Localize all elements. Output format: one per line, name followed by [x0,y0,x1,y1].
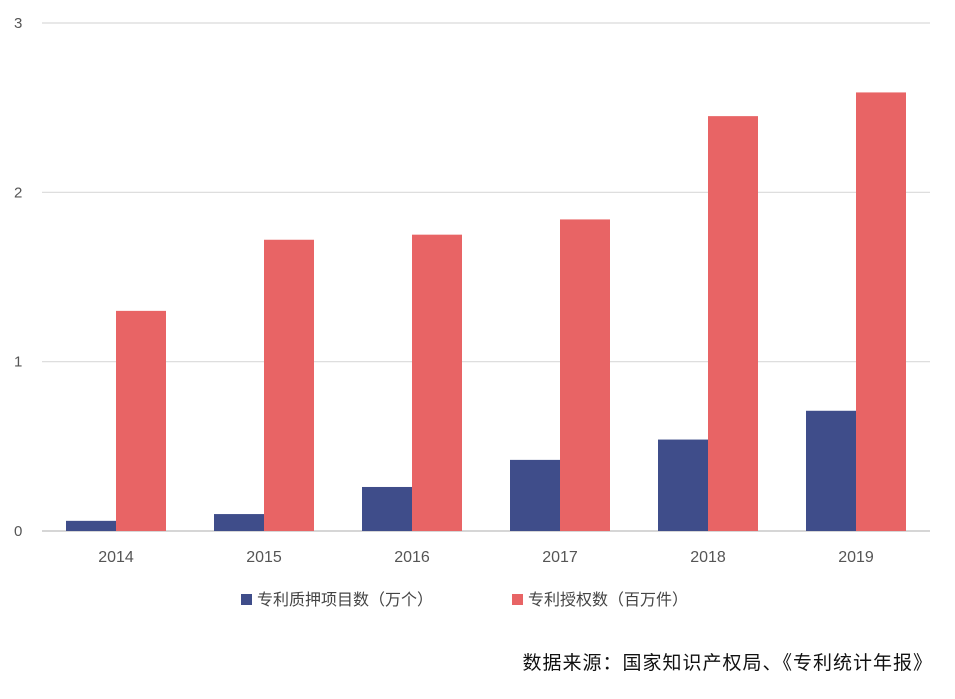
bar [362,486,412,531]
legend-swatch [512,594,523,605]
bar [264,239,314,531]
bar [560,219,610,531]
x-axis-ticks: 2014 2015 2016 2017 2018 2019 [98,549,874,566]
bar [412,234,462,531]
x-tick-label: 2014 [98,549,134,566]
bar [856,92,906,531]
bar-chart: 0 1 2 3 2014 2015 2016 2017 2018 2019 专利质押项目数（万个… [14,15,930,609]
x-tick-label: 2015 [246,549,282,566]
y-axis-ticks: 0 1 2 3 [14,15,22,540]
y-tick-label: 3 [14,15,22,32]
y-tick-label: 1 [14,354,22,371]
x-tick-label: 2016 [394,549,430,566]
bar [806,410,856,531]
y-tick-label: 0 [14,523,22,540]
bar [658,439,708,531]
legend-swatch [241,594,252,605]
legend-label: 专利授权数（百万件） [528,590,688,609]
y-tick-label: 2 [14,184,22,201]
x-tick-label: 2017 [542,549,578,566]
source-note: 数据来源：国家知识产权局、《专利统计年报》 [522,652,933,674]
legend-label: 专利质押项目数（万个） [257,590,433,609]
x-tick-label: 2019 [838,549,874,566]
x-tick-label: 2018 [690,549,726,566]
bar [116,310,166,531]
bar [66,520,116,531]
bar [510,459,560,531]
gridlines [42,22,930,532]
legend: 专利质押项目数（万个） 专利授权数（百万件） [241,590,688,609]
bars [66,92,906,531]
bar [214,514,264,531]
bar [708,116,758,531]
